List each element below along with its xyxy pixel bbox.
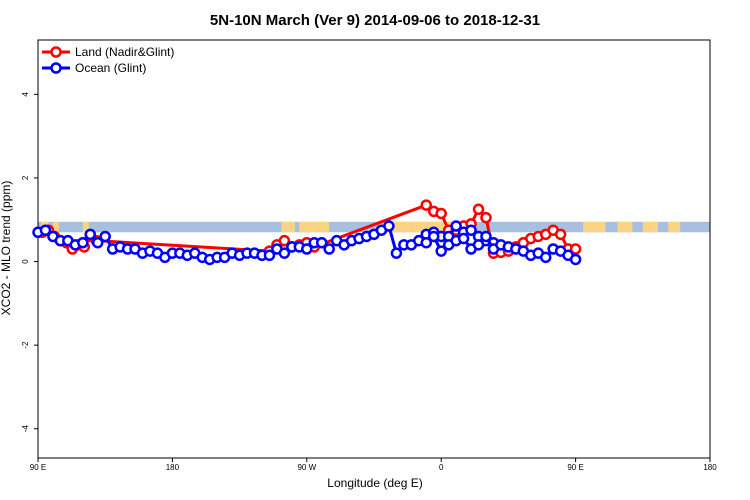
x-tick-label: 180 [703, 463, 717, 472]
y-axis-label: XCO2 - MLO trend (ppm) [0, 181, 13, 316]
band-land [583, 221, 606, 233]
series-point [278, 247, 291, 259]
series-point [435, 245, 447, 257]
plot-frame [37, 39, 711, 459]
series-point [278, 234, 291, 247]
series-point [480, 230, 492, 243]
y-tick-label: -4 [21, 425, 30, 433]
x-tick-label: 0 [439, 463, 444, 472]
series-point [39, 224, 52, 236]
series-point [420, 236, 433, 249]
series-point [569, 253, 582, 266]
y-tick-label: 4 [21, 92, 30, 97]
y-tick-label: -2 [21, 341, 30, 349]
band-land [82, 221, 89, 233]
x-tick-label: 180 [166, 463, 180, 472]
coastline-band [38, 221, 710, 233]
band-ocean [38, 221, 710, 233]
series-point [480, 211, 492, 224]
series-ocean-east [420, 230, 582, 266]
series-point [457, 232, 470, 245]
legend-marker-land [50, 46, 62, 58]
series-point [539, 251, 552, 264]
series-point [435, 207, 447, 220]
series-point [315, 236, 328, 249]
series-point [323, 243, 335, 255]
band-land [668, 221, 681, 233]
series-ocean [32, 220, 500, 266]
x-tick-label: 90 E [567, 463, 583, 472]
series-point [77, 236, 89, 249]
band-land [617, 221, 633, 233]
band-land [299, 221, 330, 233]
series-point [390, 247, 403, 259]
series-point [554, 228, 567, 241]
series-point [450, 220, 462, 232]
band-land [642, 221, 658, 233]
y-tick-label: 2 [21, 175, 30, 180]
series-point [383, 220, 395, 232]
x-axis: 90 E 180 90 W 0 90 E 180 [30, 458, 717, 472]
band-land [378, 221, 412, 233]
band-land [281, 221, 295, 233]
legend-marker-ocean [50, 62, 62, 74]
x-axis-label: Longitude (deg E) [327, 476, 422, 490]
series-point [263, 249, 276, 262]
series-point [99, 230, 111, 243]
series-point [472, 239, 485, 251]
legend-label-land: Land (Nadir&Glint) [75, 45, 174, 59]
series-point [91, 236, 104, 249]
series-point [301, 243, 313, 255]
series-point [84, 228, 97, 241]
series-point [569, 243, 582, 255]
x-tick-label: 90 W [297, 463, 316, 472]
band-land [411, 221, 469, 233]
series-point [420, 199, 433, 211]
chart-title: 5N-10N March (Ver 9) 2014-09-06 to 2018-… [210, 12, 540, 29]
legend-label-ocean: Ocean (Glint) [75, 61, 146, 75]
band-land [52, 221, 59, 233]
y-tick-label: 0 [21, 259, 30, 264]
series-point [465, 224, 477, 236]
y-axis: -4 -2 0 2 4 [21, 92, 38, 433]
legend: Land (Nadir&Glint) Ocean (Glint) [42, 45, 174, 75]
series-layer [32, 199, 582, 266]
series-point [472, 203, 485, 216]
series-point [427, 230, 440, 243]
x-tick-label: 90 E [30, 463, 46, 472]
